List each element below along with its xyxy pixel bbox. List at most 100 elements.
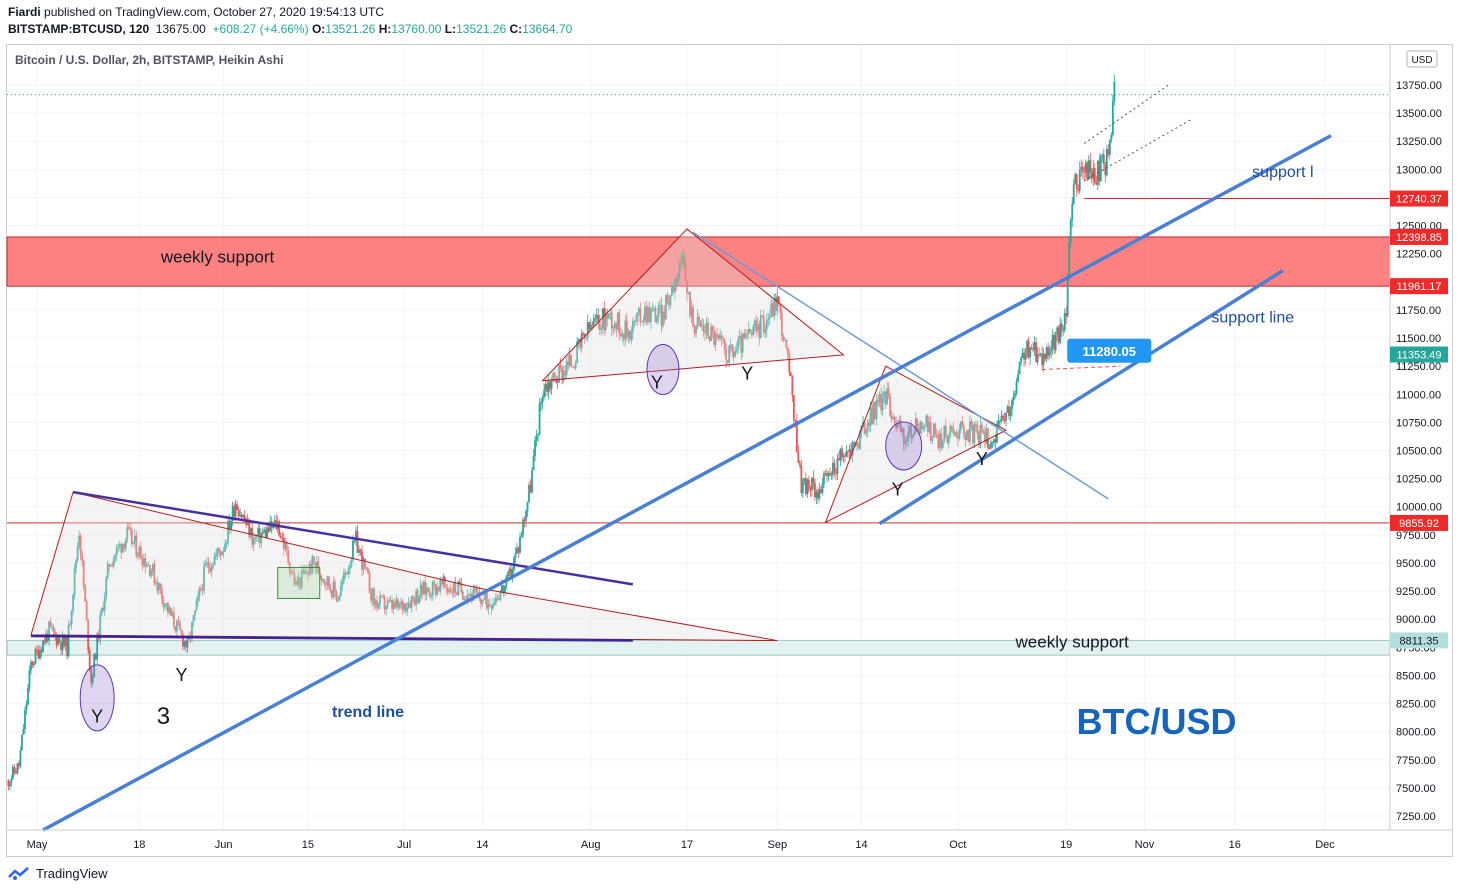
candle xyxy=(987,428,989,448)
price-label-box xyxy=(1390,346,1448,363)
descending-line xyxy=(692,231,1109,500)
candle xyxy=(523,519,526,521)
candle xyxy=(1039,353,1042,355)
candle xyxy=(481,600,484,604)
candle xyxy=(619,333,622,337)
candle xyxy=(836,458,839,474)
candle xyxy=(200,588,202,590)
candle xyxy=(153,564,156,584)
candle xyxy=(404,603,407,612)
candle xyxy=(64,637,67,646)
candle xyxy=(1089,160,1092,173)
candle xyxy=(803,478,806,482)
candle xyxy=(245,520,248,525)
candle xyxy=(60,642,62,650)
candle xyxy=(439,580,442,592)
candle xyxy=(801,481,804,494)
candle xyxy=(634,320,637,322)
candle xyxy=(454,583,457,593)
candle xyxy=(367,568,369,574)
candle xyxy=(746,333,749,335)
candle xyxy=(601,308,604,329)
candle xyxy=(332,581,335,598)
candle xyxy=(430,595,433,597)
candle xyxy=(640,321,643,323)
symbol-label[interactable]: BITSTAMP:BTCUSD, 120 xyxy=(8,22,150,36)
candle xyxy=(334,581,336,592)
candle xyxy=(455,592,458,595)
candle xyxy=(147,564,150,566)
y-tick-label: 9750.00 xyxy=(1396,530,1436,542)
candle xyxy=(282,538,285,550)
candle xyxy=(597,314,600,323)
candle xyxy=(376,600,378,609)
candle xyxy=(910,426,913,438)
candle xyxy=(791,376,794,396)
candle xyxy=(696,316,699,326)
candle xyxy=(395,599,398,608)
price-label-box xyxy=(1390,514,1448,531)
x-tick-label: Oct xyxy=(949,839,966,851)
candle xyxy=(794,420,797,422)
candle xyxy=(767,319,770,321)
price-label: 11353.49 xyxy=(1396,350,1441,362)
candle xyxy=(498,599,500,601)
candle xyxy=(84,585,87,602)
candle xyxy=(31,661,34,666)
footer-brand[interactable]: TradingView xyxy=(36,866,108,881)
candle xyxy=(1003,418,1006,421)
candle xyxy=(406,607,409,612)
candle xyxy=(108,564,111,567)
candle xyxy=(639,308,642,323)
candle xyxy=(750,332,753,336)
highlight-ellipse xyxy=(646,344,680,396)
candle xyxy=(485,591,488,609)
candle xyxy=(374,600,377,606)
candle xyxy=(716,333,719,335)
candle xyxy=(1032,348,1034,350)
candle xyxy=(508,568,511,573)
candle xyxy=(937,438,940,448)
candle xyxy=(490,606,493,609)
candle xyxy=(391,600,394,610)
candle xyxy=(1041,353,1044,365)
candle xyxy=(984,432,986,442)
candle xyxy=(1083,171,1086,173)
candle xyxy=(315,561,318,568)
candle xyxy=(1006,406,1009,413)
candle xyxy=(547,381,550,392)
candle xyxy=(130,530,133,544)
candle xyxy=(320,575,323,581)
y-tick-label: 8000.00 xyxy=(1396,727,1436,739)
candle xyxy=(928,421,931,432)
candle xyxy=(780,313,783,337)
candle xyxy=(495,597,497,603)
candle xyxy=(416,590,419,604)
chart-frame[interactable] xyxy=(6,44,1453,857)
candle xyxy=(285,542,288,551)
y-tick-label: 8250.00 xyxy=(1396,699,1436,711)
candle xyxy=(964,435,967,440)
publisher-name[interactable]: Fiardi xyxy=(8,5,41,19)
candle xyxy=(522,519,524,536)
candle xyxy=(82,560,85,586)
candle xyxy=(392,601,395,610)
candle xyxy=(926,415,929,432)
candle xyxy=(975,424,977,426)
candle xyxy=(240,514,243,518)
candle xyxy=(410,596,413,608)
candle xyxy=(978,434,980,445)
candle xyxy=(479,598,482,604)
candle xyxy=(1107,149,1110,155)
candle xyxy=(537,434,539,436)
candle xyxy=(758,324,761,339)
candle xyxy=(467,595,470,597)
currency-box[interactable] xyxy=(1406,50,1438,68)
candle xyxy=(1087,160,1090,180)
low-value: 13521.26 xyxy=(456,22,507,36)
candle xyxy=(749,329,752,333)
candle xyxy=(877,400,880,403)
candle xyxy=(371,588,374,601)
candle xyxy=(148,564,151,576)
